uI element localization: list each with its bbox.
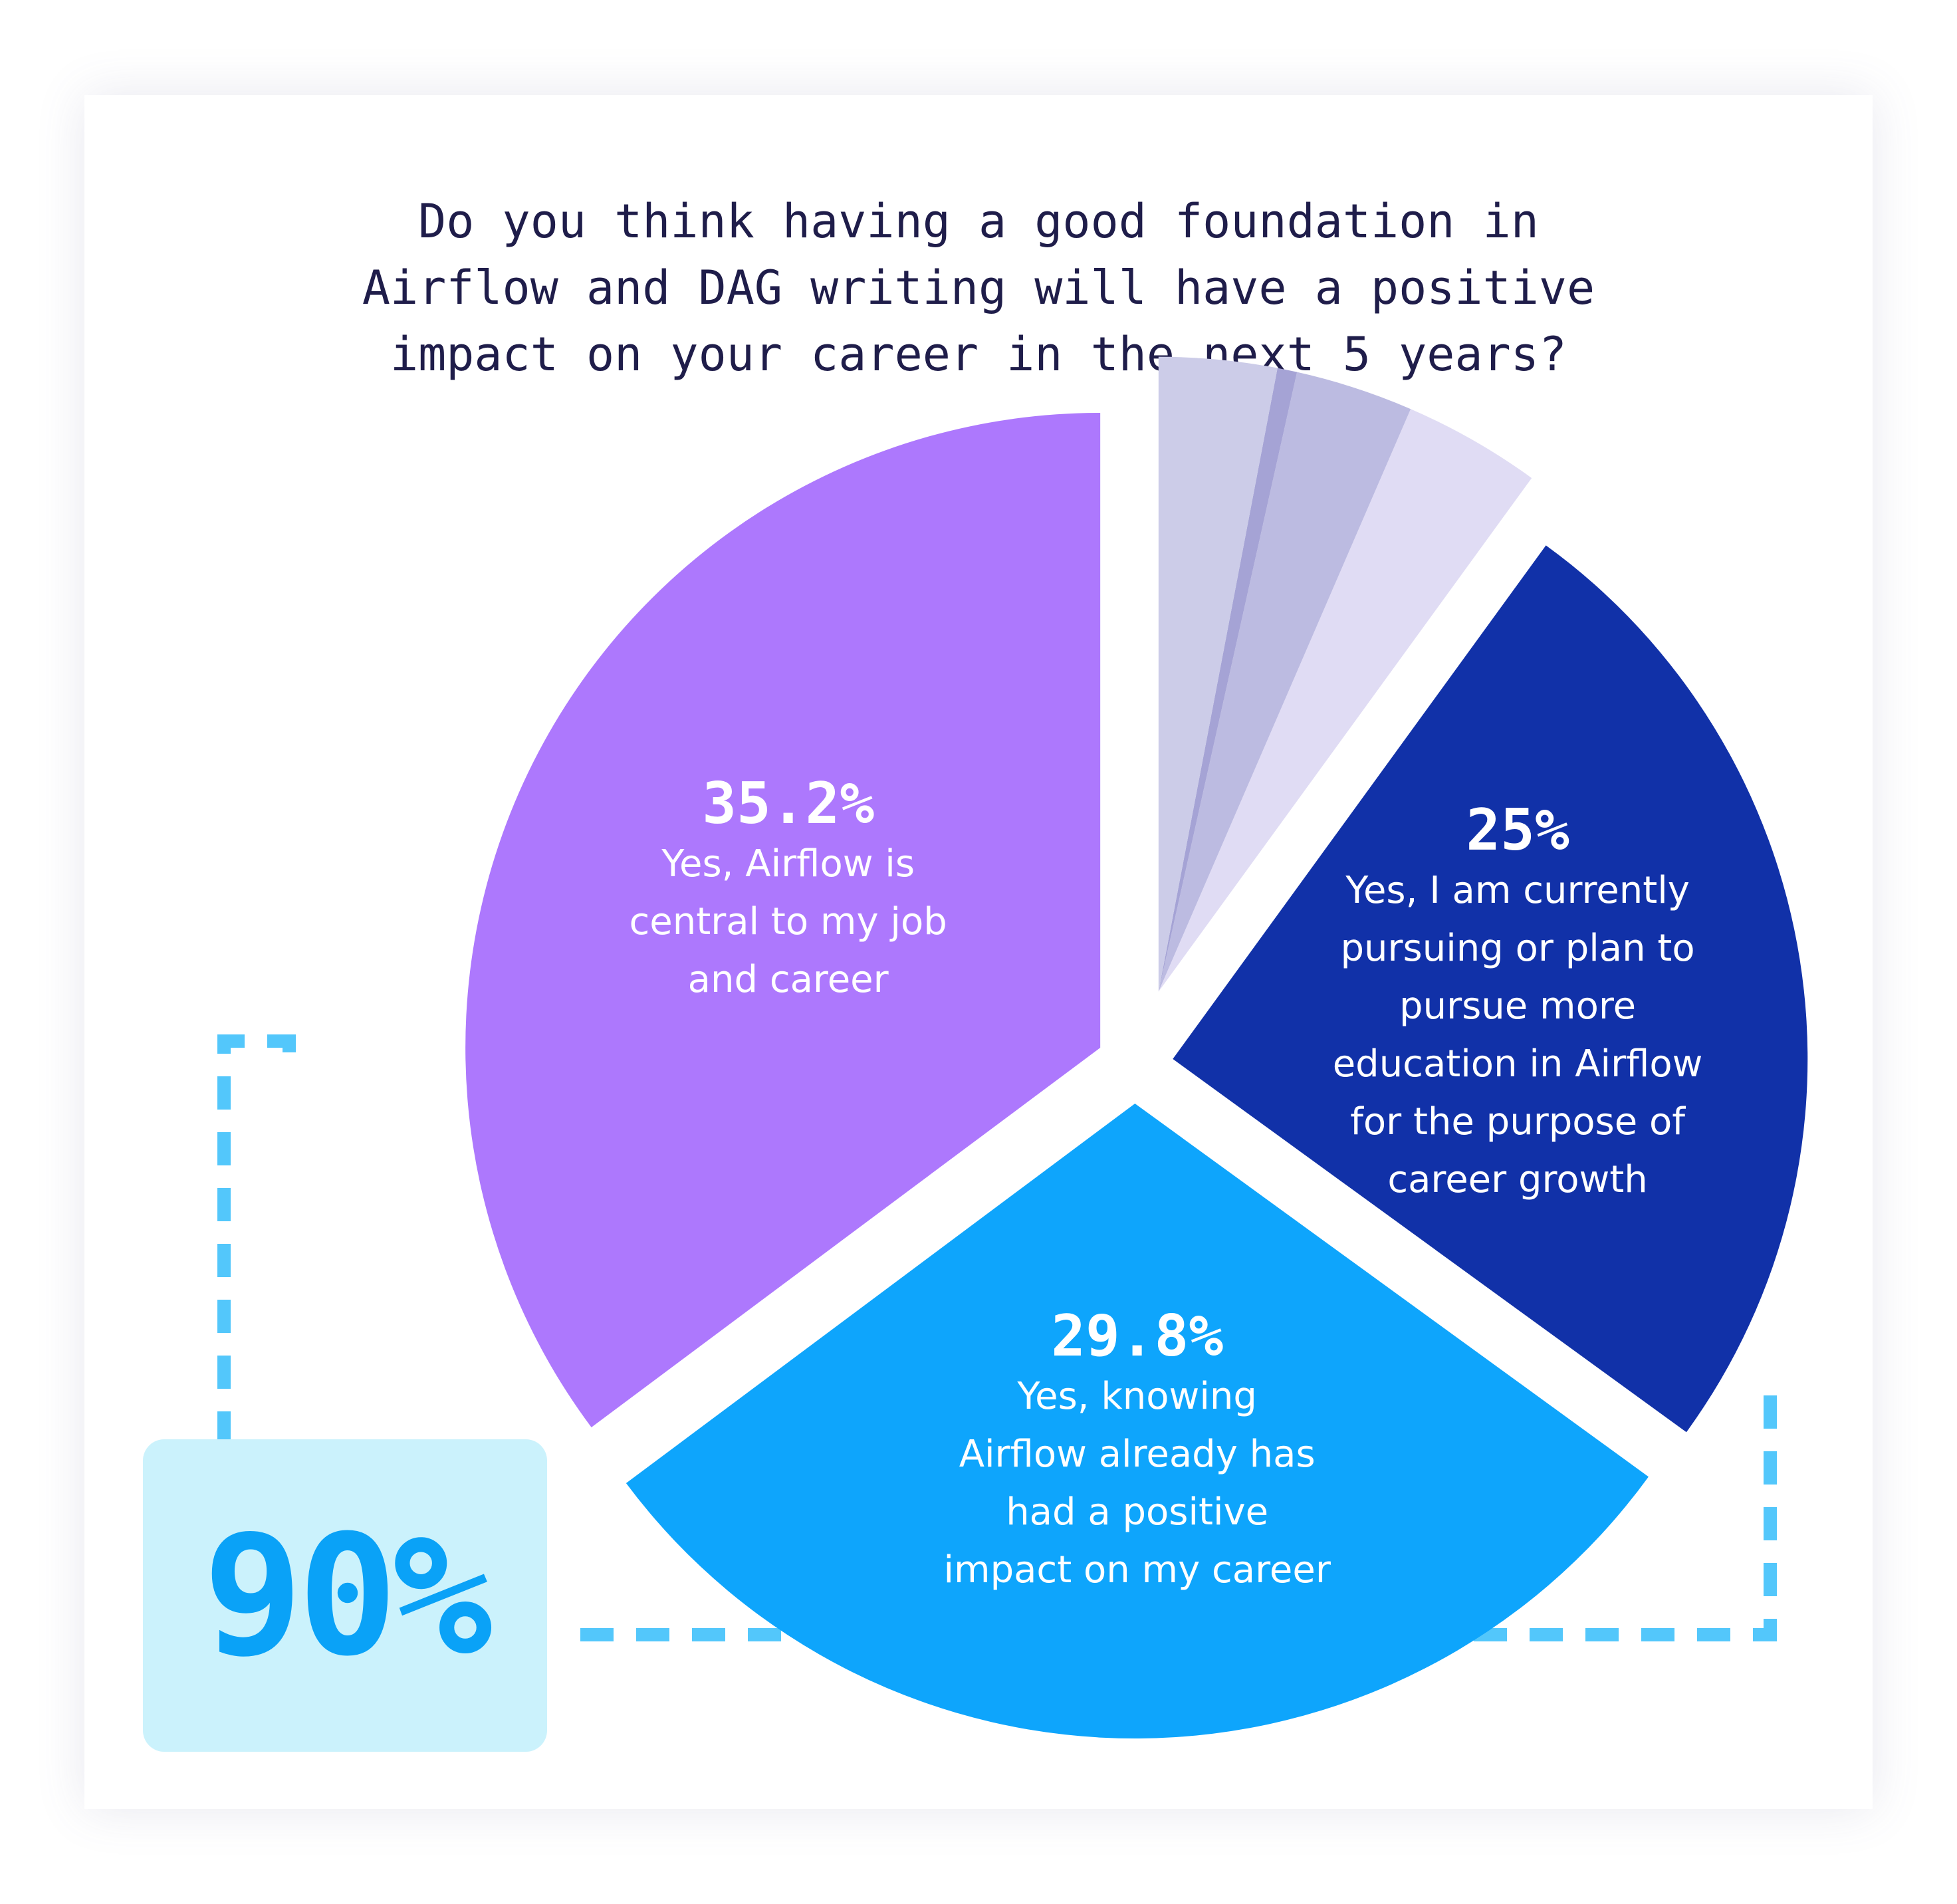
slice-percent-label: 35.2%: [702, 771, 874, 837]
pie-labels: 35.2% Yes, Airflow is central to my job and…: [630, 771, 1703, 1592]
pie-slice: [465, 412, 1101, 1427]
pie-slice-minor: [1158, 368, 1298, 992]
pie-slice-minor: [1158, 356, 1278, 992]
chart-title: Do you think having a good foundation in…: [284, 188, 1673, 388]
pie-chart: 35.2% Yes, Airflow is central to my job and…: [217, 356, 1808, 1738]
slice-category-label: and career: [688, 958, 889, 1001]
slice-category-label: central to my job: [630, 900, 947, 943]
highlight-summary-box: 90%: [143, 1439, 547, 1752]
highlight-bracket-line: [217, 1034, 296, 1439]
chart-card: Do you think having a good foundation in…: [84, 95, 1873, 1809]
slice-category-label: had a positive: [1006, 1490, 1268, 1534]
slice-category-label: pursue more: [1399, 985, 1636, 1028]
slice-category-label: pursuing or plan to: [1340, 927, 1694, 970]
slice-category-label: impact on my career: [943, 1548, 1331, 1592]
slice-category-label: for the purpose of: [1350, 1100, 1686, 1143]
pie-slices: [465, 356, 1808, 1738]
highlight-summary-value: 90%: [203, 1498, 493, 1693]
slice-category-label: education in Airflow: [1333, 1042, 1703, 1086]
slice-category-label: Airflow already has: [959, 1433, 1316, 1476]
pie-slice-minor: [1158, 409, 1532, 992]
slice-category-label: Yes, knowing: [1016, 1375, 1257, 1418]
slice-category-label: Yes, Airflow is: [661, 842, 915, 886]
slice-category-label: Yes, I am currently: [1345, 869, 1690, 912]
slice-category-label: career growth: [1387, 1158, 1647, 1201]
pie-slice: [1173, 545, 1808, 1433]
chart-title-line: impact on your career in the next 5 year…: [390, 327, 1567, 382]
slice-percent-label: 25%: [1466, 797, 1569, 864]
slice-percent-label: 29.8%: [1051, 1303, 1223, 1369]
chart-title-line: Airflow and DAG writing will have a posi…: [362, 261, 1595, 315]
pie-slice: [626, 1103, 1649, 1738]
pie-slice-minor: [1158, 372, 1411, 992]
chart-title-line: Do you think having a good foundation in: [418, 194, 1539, 249]
